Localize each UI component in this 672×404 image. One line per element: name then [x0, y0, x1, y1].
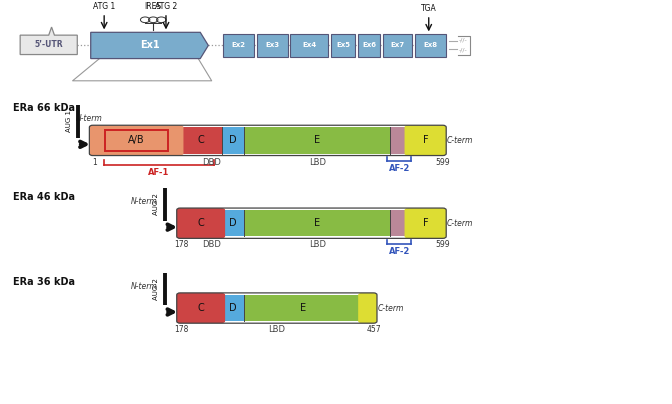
Text: AF-2: AF-2: [388, 164, 410, 173]
Text: AF-2: AF-2: [388, 247, 410, 256]
Text: Ex3: Ex3: [265, 42, 280, 48]
Bar: [408, 210, 443, 236]
Text: E: E: [314, 218, 321, 228]
FancyBboxPatch shape: [177, 208, 225, 238]
Text: D: D: [229, 303, 237, 313]
Text: 1: 1: [91, 158, 97, 166]
Text: D: D: [229, 218, 237, 228]
Text: DBD: DBD: [202, 158, 222, 166]
Text: -//-: -//-: [459, 38, 468, 43]
Text: C: C: [198, 218, 204, 228]
Text: Ex2: Ex2: [232, 42, 245, 48]
Bar: [383, 34, 412, 57]
FancyBboxPatch shape: [405, 125, 446, 156]
Text: AUG 1: AUG 1: [66, 110, 72, 133]
Bar: [408, 127, 443, 154]
Text: IRES: IRES: [144, 2, 162, 11]
Text: Ex8: Ex8: [423, 42, 437, 48]
Text: -//-: -//-: [459, 48, 468, 53]
Text: N-term: N-term: [75, 114, 102, 123]
Text: E: E: [314, 135, 321, 145]
Text: F: F: [423, 135, 428, 145]
FancyBboxPatch shape: [89, 125, 183, 156]
Text: ATG 2: ATG 2: [155, 2, 177, 11]
Bar: [244, 127, 390, 154]
Polygon shape: [20, 27, 77, 55]
Bar: [244, 295, 362, 321]
Bar: [180, 210, 222, 236]
Text: C-term: C-term: [447, 136, 473, 145]
Bar: [390, 127, 408, 154]
Bar: [244, 210, 390, 236]
Text: D: D: [229, 135, 237, 145]
Text: AUG 2: AUG 2: [153, 278, 159, 300]
Text: TGA: TGA: [421, 4, 437, 13]
Text: LBD: LBD: [308, 240, 326, 249]
FancyBboxPatch shape: [358, 293, 377, 323]
Text: C-term: C-term: [447, 219, 473, 228]
Text: AUG 2: AUG 2: [153, 193, 159, 215]
FancyBboxPatch shape: [177, 293, 225, 323]
Text: Ex7: Ex7: [390, 42, 405, 48]
Text: 457: 457: [366, 325, 381, 334]
Bar: [358, 34, 380, 57]
Bar: [105, 130, 168, 151]
Bar: [180, 127, 222, 154]
Text: Ex6: Ex6: [362, 42, 376, 48]
Text: C: C: [198, 135, 204, 145]
Bar: [222, 210, 244, 236]
Text: C-term: C-term: [378, 303, 404, 313]
Text: A/B: A/B: [128, 135, 144, 145]
Bar: [415, 34, 446, 57]
Bar: [222, 295, 244, 321]
Text: ERa 66 kDa: ERa 66 kDa: [13, 103, 75, 113]
Text: DBD: DBD: [202, 240, 222, 249]
Text: Ex1: Ex1: [140, 40, 159, 50]
Polygon shape: [91, 32, 208, 59]
Text: Ex5: Ex5: [336, 42, 350, 48]
Bar: [93, 127, 180, 154]
Text: 599: 599: [435, 158, 450, 166]
Text: Ex4: Ex4: [302, 42, 317, 48]
Bar: [390, 210, 408, 236]
Bar: [290, 34, 328, 57]
Text: 178: 178: [174, 325, 189, 334]
Text: 599: 599: [435, 240, 450, 249]
Text: N-term: N-term: [131, 197, 158, 206]
Text: 178: 178: [174, 240, 189, 249]
Text: LBD: LBD: [268, 325, 286, 334]
FancyBboxPatch shape: [405, 208, 446, 238]
Bar: [222, 127, 244, 154]
Text: F: F: [423, 218, 428, 228]
Bar: [180, 295, 222, 321]
Text: C: C: [198, 303, 204, 313]
Bar: [223, 34, 254, 57]
Text: E: E: [300, 303, 306, 313]
Bar: [331, 34, 355, 57]
Bar: [362, 295, 374, 321]
Text: 5’-UTR: 5’-UTR: [34, 40, 63, 49]
Text: ERa 46 kDa: ERa 46 kDa: [13, 192, 75, 202]
Text: ERa 36 kDa: ERa 36 kDa: [13, 277, 75, 287]
Text: LBD: LBD: [308, 158, 326, 166]
Bar: [257, 34, 288, 57]
Text: AF-1: AF-1: [149, 168, 169, 177]
Text: N-term: N-term: [131, 282, 158, 291]
Text: ATG 1: ATG 1: [93, 2, 116, 11]
